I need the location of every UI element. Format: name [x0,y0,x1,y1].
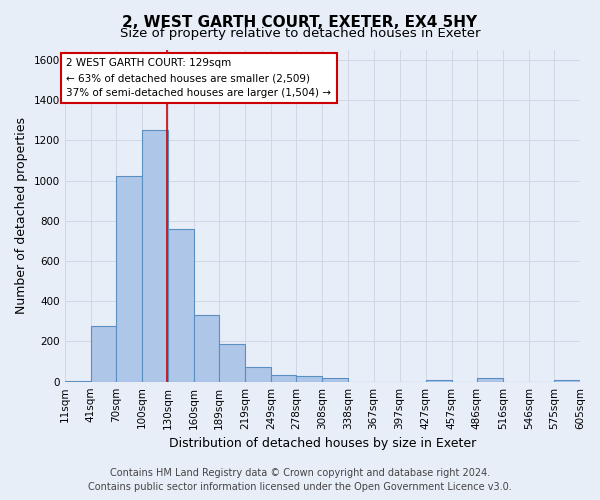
Text: Contains HM Land Registry data © Crown copyright and database right 2024.
Contai: Contains HM Land Registry data © Crown c… [88,468,512,492]
Text: 2 WEST GARTH COURT: 129sqm
← 63% of detached houses are smaller (2,509)
37% of s: 2 WEST GARTH COURT: 129sqm ← 63% of deta… [67,58,331,98]
Bar [477,378,503,382]
Bar [554,380,580,382]
Bar [271,374,296,382]
Bar [116,176,142,382]
Bar [219,344,245,382]
Text: Size of property relative to detached houses in Exeter: Size of property relative to detached ho… [120,28,480,40]
Bar [296,376,322,382]
Bar [322,378,349,382]
X-axis label: Distribution of detached houses by size in Exeter: Distribution of detached houses by size … [169,437,476,450]
Bar [91,326,116,382]
Bar [168,229,194,382]
Bar [142,130,168,382]
Text: 2, WEST GARTH COURT, EXETER, EX4 5HY: 2, WEST GARTH COURT, EXETER, EX4 5HY [122,15,478,30]
Y-axis label: Number of detached properties: Number of detached properties [15,118,28,314]
Bar [425,380,452,382]
Bar [194,316,219,382]
Bar [245,366,271,382]
Bar [65,380,91,382]
